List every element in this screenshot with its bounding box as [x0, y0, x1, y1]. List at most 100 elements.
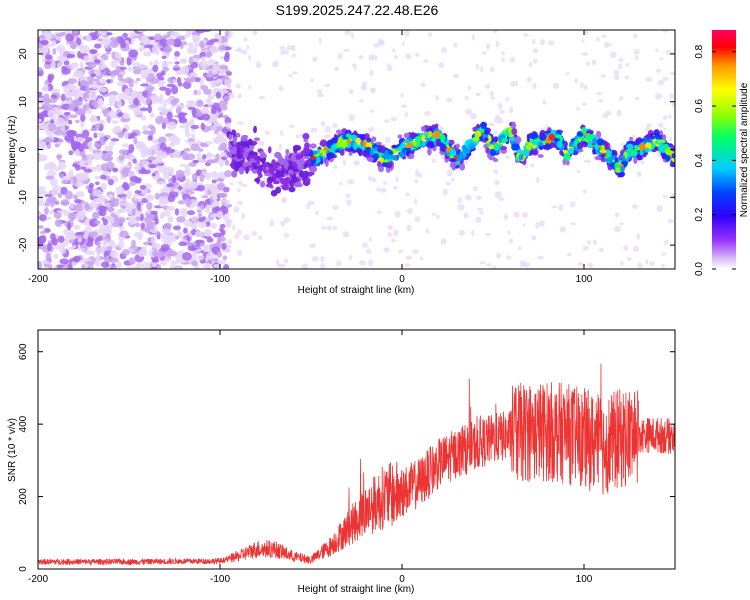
spectrogram-noise-dot: [211, 179, 217, 184]
spectrogram-faint-dot: [419, 256, 424, 261]
spectrogram-noise-dot: [71, 245, 77, 249]
spectrogram-signal-dot: [646, 134, 651, 139]
spectrogram-faint-dot: [435, 95, 439, 101]
spectrogram-faint-dot: [320, 121, 326, 127]
spectrogram-noise-dot: [56, 264, 65, 269]
spectrogram-signal-dot: [323, 147, 330, 151]
spectrogram-noise-dot: [126, 266, 137, 269]
spectrogram-noise-dot: [150, 210, 158, 215]
spectrogram-noise-dot: [184, 163, 190, 170]
spectrogram-signal-dot: [292, 144, 301, 151]
spectrogram-noise-dot: [108, 99, 114, 107]
spectrogram-noise-dot: [72, 30, 79, 35]
spectrogram-noise-dot: [47, 75, 53, 84]
spectrogram-faint-dot: [278, 143, 283, 151]
spectrogram-noise-dot: [99, 87, 108, 93]
spectrogram-faint-dot: [465, 194, 472, 201]
spectrogram-noise-dot: [166, 183, 174, 188]
spectrogram-faint-dot: [552, 82, 560, 89]
spectrogram-faint-dot: [252, 30, 258, 36]
spectrogram-signal-dot: [596, 138, 603, 145]
spectrogram-signal-dot: [299, 169, 304, 178]
spectrogram-faint-dot: [404, 111, 408, 118]
spectrogram-noise-dot: [68, 150, 74, 156]
spectrogram-faint-dot: [477, 207, 484, 211]
spectrogram-signal-dot: [594, 155, 602, 161]
spectrogram-signal-dot: [254, 178, 261, 183]
spectrogram-signal-dot: [272, 180, 280, 185]
spectrogram-noise-dot: [149, 113, 155, 118]
spectrogram-signal-dot: [627, 150, 632, 158]
spectrogram-noise-dot: [122, 181, 129, 190]
spectrogram-faint-dot: [662, 30, 668, 33]
spectrogram-noise-dot: [100, 58, 105, 66]
spectrogram-faint-dot: [625, 62, 630, 67]
spectrogram-faint-dot: [370, 177, 377, 183]
spectrogram-faint-dot: [576, 170, 581, 174]
spectrogram-noise-dot: [190, 216, 197, 222]
spectrogram-faint-dot: [371, 87, 375, 94]
spectrogram-noise-dot: [191, 107, 197, 117]
spectrogram-faint-dot: [348, 254, 353, 261]
spectrogram-faint-dot: [636, 233, 641, 240]
spectrogram-noise-dot: [170, 238, 177, 242]
spectrogram-faint-dot: [240, 213, 246, 220]
spectrogram-noise-dot: [82, 258, 93, 262]
spectrogram-signal-dot: [269, 167, 274, 173]
spectrogram-signal-dot: [662, 134, 667, 141]
spectrogram-noise-dot: [88, 182, 95, 189]
spectrogram-noise-dot: [137, 234, 143, 241]
spectrogram-signal-dot: [365, 137, 371, 143]
spectrogram-signal-dot: [288, 186, 296, 193]
spectrogram-noise-dot: [38, 140, 44, 148]
spectrogram-noise-dot: [93, 189, 103, 197]
spectrogram-noise-dot: [83, 168, 93, 173]
spectrogram-noise-dot: [212, 102, 221, 111]
spectrogram-noise-dot: [127, 171, 135, 177]
spectrogram-faint-dot: [574, 78, 578, 84]
spectrogram-faint-dot: [228, 92, 235, 99]
spectrogram-faint-dot: [376, 187, 381, 192]
spectrogram-noise-dot: [117, 99, 123, 108]
spectrogram-faint-dot: [669, 71, 675, 76]
spectrogram-y-ticks: -20 -10 0 10 20: [18, 48, 675, 252]
spectrogram-noise-dot: [150, 125, 156, 135]
spectrogram-noise-dot: [184, 132, 191, 138]
figure-title: S199.2025.247.22.48.E26: [276, 2, 439, 18]
spectrogram-noise-dot: [62, 228, 69, 235]
spectrogram-noise-dot: [83, 172, 89, 179]
spectrogram-noise-dot: [207, 59, 216, 65]
spectrogram-noise-dot: [89, 218, 99, 228]
spectrogram-signal-dot: [472, 136, 480, 142]
spectrogram-faint-dot: [475, 92, 481, 97]
spectrogram-faint-dot: [471, 34, 475, 41]
spectrogram-signal-dot: [665, 154, 671, 162]
spectrogram-noise-dot: [83, 55, 91, 63]
spectrogram-noise-dot: [185, 100, 196, 104]
spectrogram-noise-dot: [123, 130, 129, 140]
spectrogram-noise-dot: [186, 79, 195, 83]
spectrogram-noise-dot: [85, 80, 93, 86]
spectrogram-signal-dot: [633, 155, 638, 164]
spectrogram-faint-dot: [634, 54, 639, 61]
spectrogram-noise-dot: [106, 246, 113, 251]
spectrogram-faint-dot: [655, 92, 663, 100]
spectrogram-noise-dot: [116, 65, 121, 74]
spectrogram-faint-dot: [362, 85, 367, 90]
spectrogram-noise-dot: [139, 107, 149, 112]
spectrogram-faint-dot: [609, 51, 617, 59]
spectrogram-noise-dot: [68, 119, 73, 125]
spectrogram-faint-dot: [376, 210, 382, 214]
spectrogram-noise-dot: [127, 152, 134, 161]
spectrogram-faint-dot: [484, 84, 491, 90]
spectrogram-faint-dot: [576, 106, 580, 112]
spectrogram-faint-dot: [645, 259, 649, 265]
spectrogram-noise-dot: [190, 76, 196, 81]
spectrogram-faint-dot: [351, 63, 357, 68]
colorbar-label: Normalized spectral amplitude: [739, 82, 750, 217]
spectrogram-x-tick-label: -100: [210, 274, 230, 285]
spectrogram-signal-dot: [629, 136, 633, 141]
spectrogram-faint-dot: [333, 66, 340, 72]
spectrogram-noise-dot: [96, 38, 103, 42]
spectrogram-noise-dot: [197, 212, 203, 219]
